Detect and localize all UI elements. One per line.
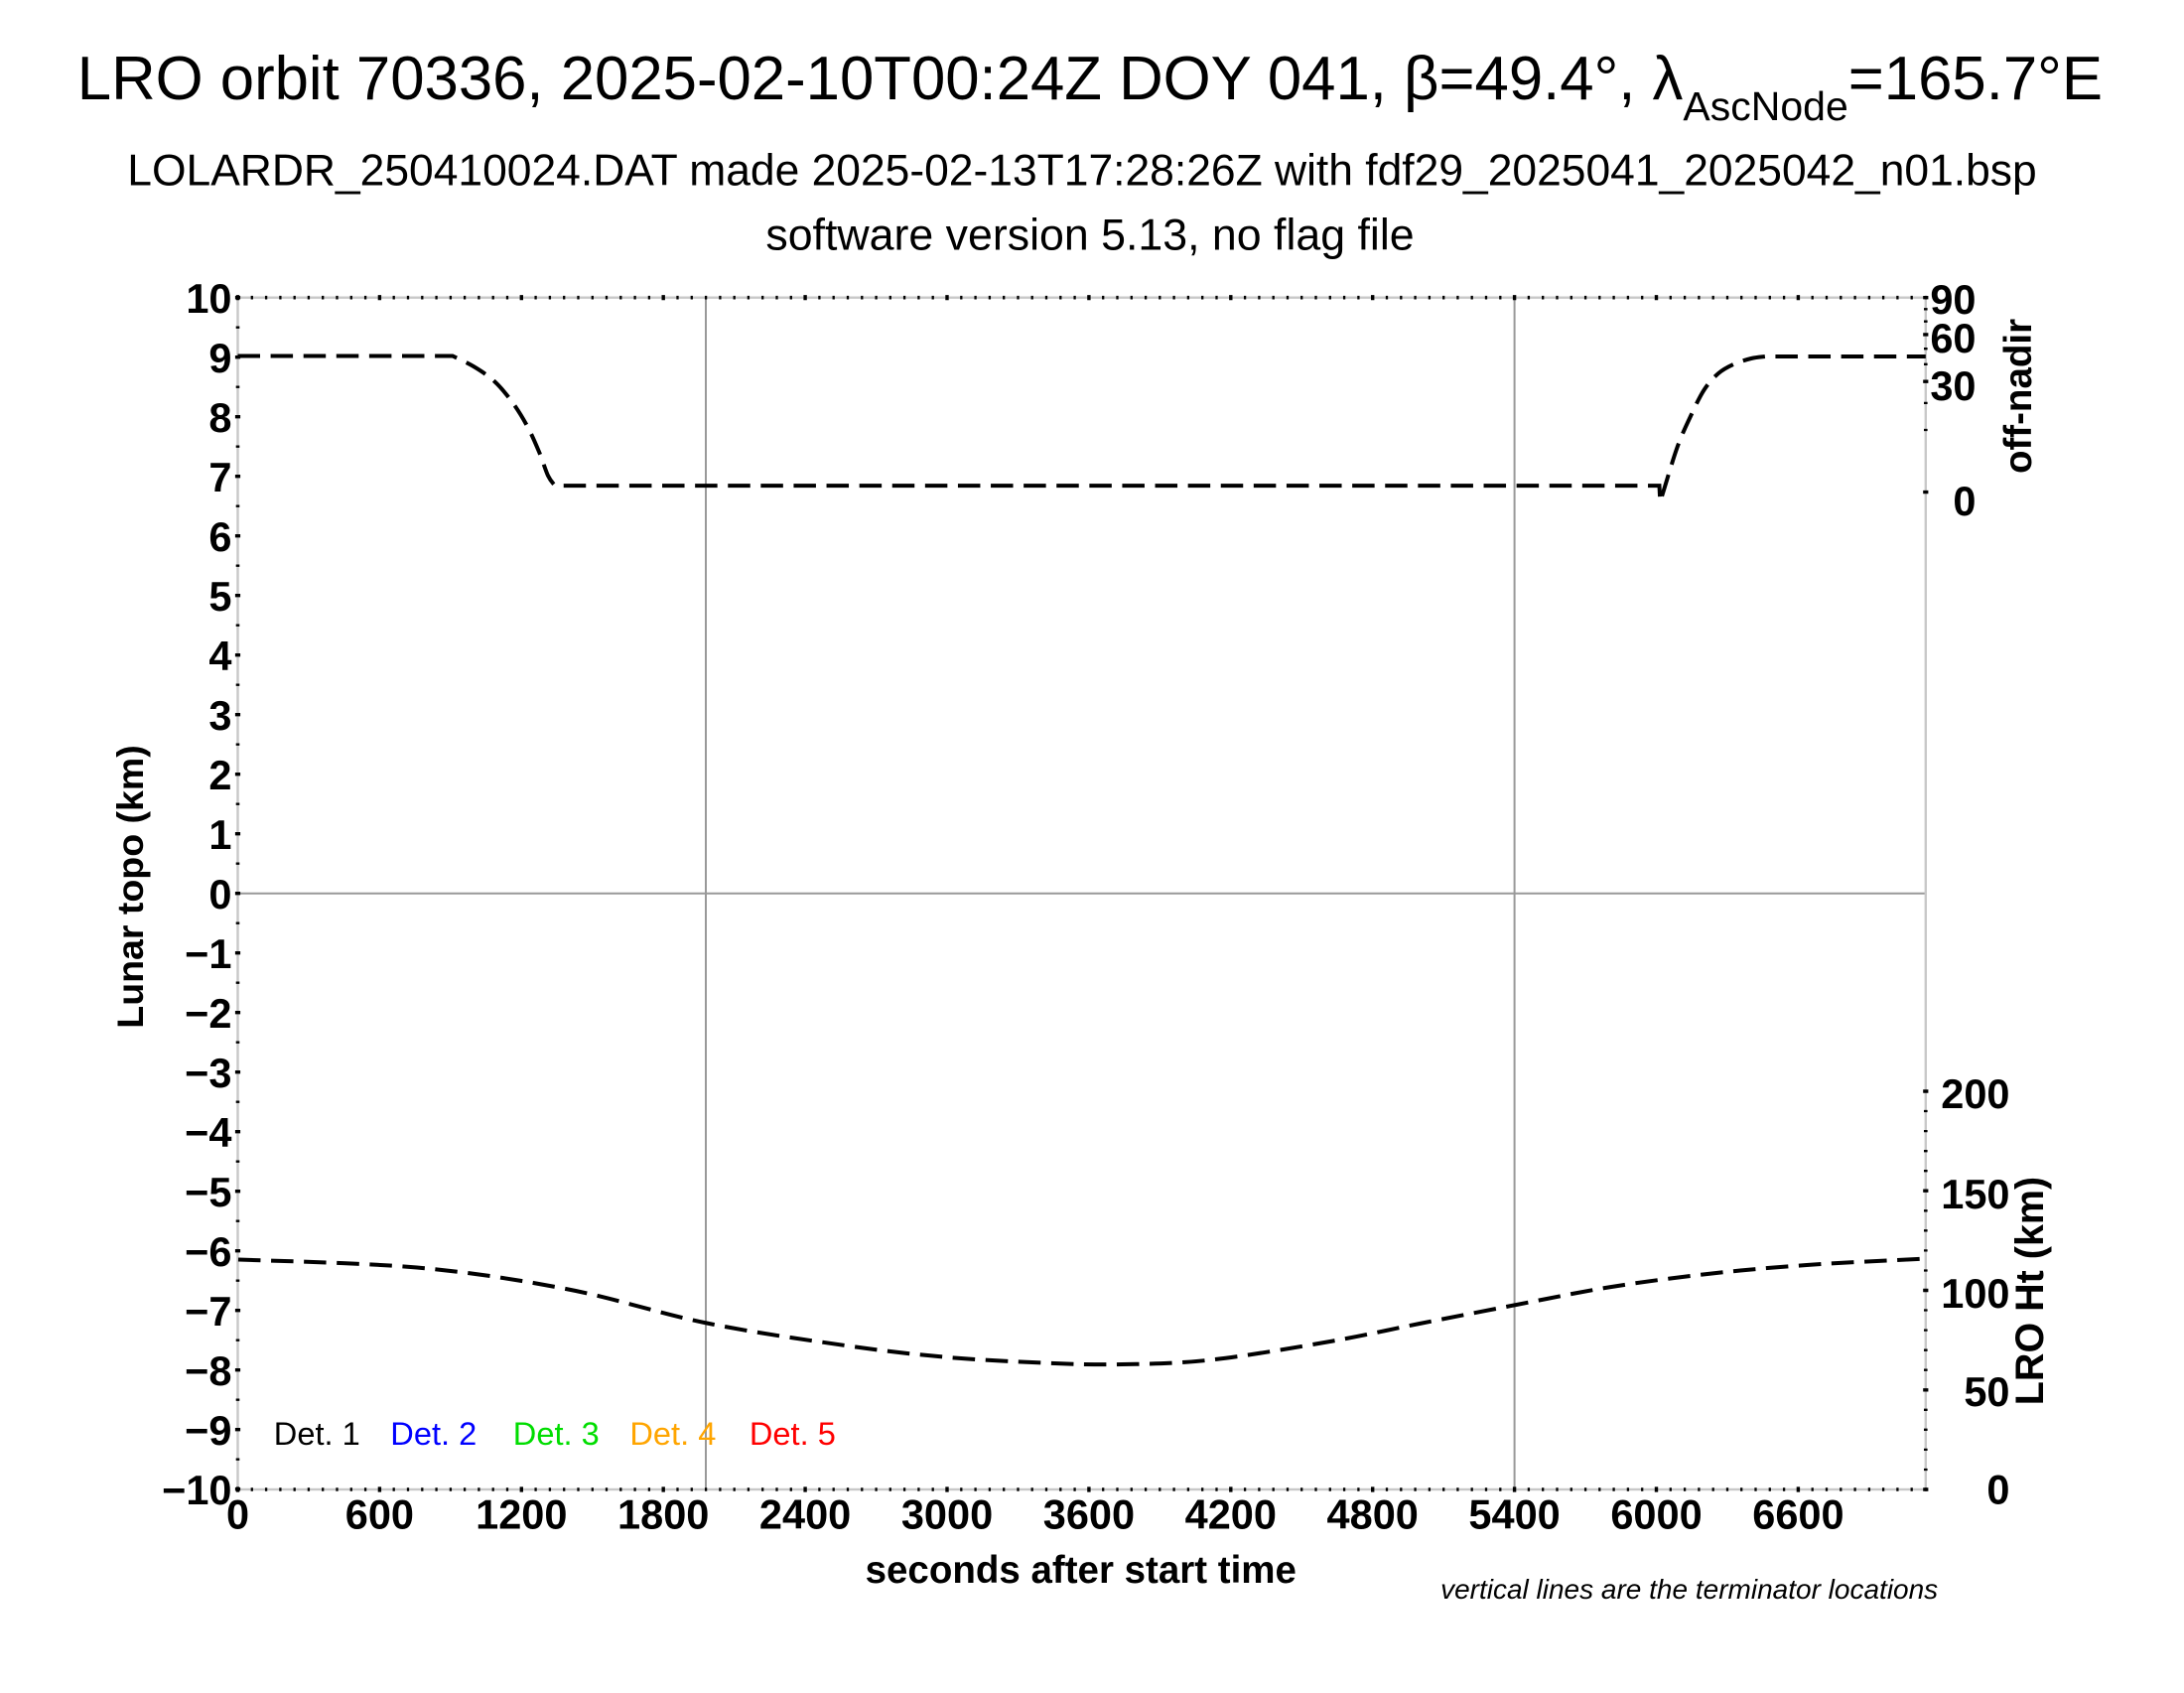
svg-text:software version 5.13, no flag: software version 5.13, no flag file xyxy=(765,211,1414,259)
svg-text:600: 600 xyxy=(345,1491,414,1538)
svg-text:0: 0 xyxy=(226,1491,249,1538)
svg-text:1: 1 xyxy=(208,811,231,858)
svg-text:9: 9 xyxy=(208,335,231,381)
svg-text:0: 0 xyxy=(1986,1467,2009,1513)
svg-text:3600: 3600 xyxy=(1043,1491,1135,1538)
svg-text:Det. 2: Det. 2 xyxy=(390,1415,477,1452)
svg-text:6000: 6000 xyxy=(1610,1491,1702,1538)
svg-text:3: 3 xyxy=(208,692,231,739)
svg-text:1800: 1800 xyxy=(617,1491,709,1538)
svg-text:−9: −9 xyxy=(185,1407,231,1454)
svg-text:7: 7 xyxy=(208,454,231,500)
svg-text:50: 50 xyxy=(1964,1368,2009,1415)
svg-text:Det. 5: Det. 5 xyxy=(750,1415,836,1452)
svg-text:10: 10 xyxy=(186,275,231,322)
svg-text:LOLARDR_250410024.DAT made 202: LOLARDR_250410024.DAT made 2025-02-13T17… xyxy=(127,146,2036,195)
svg-text:0: 0 xyxy=(1953,478,1976,524)
svg-text:4: 4 xyxy=(208,633,231,679)
svg-text:8: 8 xyxy=(208,394,231,441)
svg-text:Det. 3: Det. 3 xyxy=(513,1415,600,1452)
svg-text:LRO Ht (km): LRO Ht (km) xyxy=(2008,1177,2052,1405)
svg-text:200: 200 xyxy=(1941,1070,2009,1117)
svg-text:6: 6 xyxy=(208,513,231,560)
svg-text:30: 30 xyxy=(1930,362,1976,409)
svg-text:5: 5 xyxy=(208,573,231,620)
svg-text:−10: −10 xyxy=(162,1467,231,1513)
svg-text:−1: −1 xyxy=(185,930,231,977)
svg-text:−6: −6 xyxy=(185,1228,231,1275)
svg-text:−4: −4 xyxy=(185,1109,231,1156)
svg-text:2: 2 xyxy=(208,752,231,798)
svg-text:0: 0 xyxy=(208,871,231,917)
svg-text:Det. 4: Det. 4 xyxy=(629,1415,716,1452)
svg-text:100: 100 xyxy=(1941,1270,2009,1317)
svg-text:−8: −8 xyxy=(185,1347,231,1394)
svg-text:6600: 6600 xyxy=(1752,1491,1843,1538)
svg-text:Lunar topo (km): Lunar topo (km) xyxy=(109,745,151,1028)
svg-text:vertical lines are the termina: vertical lines are the terminator locati… xyxy=(1440,1574,1938,1605)
svg-text:Det. 1: Det. 1 xyxy=(274,1415,360,1452)
svg-text:4200: 4200 xyxy=(1185,1491,1277,1538)
svg-text:150: 150 xyxy=(1941,1171,2009,1217)
svg-text:−3: −3 xyxy=(185,1050,231,1096)
svg-text:90: 90 xyxy=(1930,276,1976,323)
svg-text:seconds after start time: seconds after start time xyxy=(866,1549,1297,1592)
svg-text:2400: 2400 xyxy=(759,1491,851,1538)
svg-text:5400: 5400 xyxy=(1468,1491,1560,1538)
svg-text:3000: 3000 xyxy=(901,1491,993,1538)
svg-text:1200: 1200 xyxy=(476,1491,567,1538)
svg-text:−7: −7 xyxy=(185,1288,231,1335)
svg-text:4800: 4800 xyxy=(1327,1491,1419,1538)
svg-text:−5: −5 xyxy=(185,1169,231,1215)
svg-text:60: 60 xyxy=(1930,315,1976,361)
svg-text:off-nadir: off-nadir xyxy=(1997,319,2040,474)
svg-text:−2: −2 xyxy=(185,990,231,1037)
